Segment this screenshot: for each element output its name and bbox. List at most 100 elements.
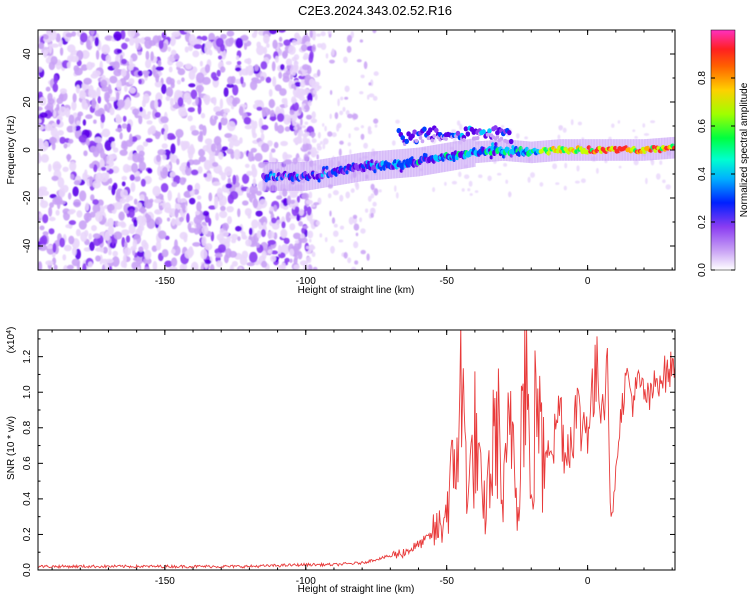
heatmap-cell bbox=[218, 244, 226, 253]
y-tick-label: 1.2 bbox=[22, 349, 33, 363]
heatmap-cell bbox=[107, 217, 114, 228]
heatmap-cell bbox=[171, 218, 176, 227]
snr-series-line bbox=[38, 330, 675, 570]
heatmap-cell bbox=[155, 66, 164, 71]
heatmap-cell bbox=[49, 202, 54, 208]
heatmap-cell bbox=[129, 174, 135, 181]
heatmap-cell bbox=[169, 135, 176, 140]
heatmap-cell bbox=[278, 30, 286, 33]
heatmap-cell bbox=[177, 97, 184, 107]
heatmap-cell bbox=[296, 195, 300, 203]
heatmap-cell bbox=[104, 172, 110, 180]
heatmap-cell bbox=[168, 66, 173, 73]
heatmap-cell bbox=[289, 109, 295, 116]
heatmap-cell bbox=[86, 39, 91, 50]
heatmap-cell bbox=[44, 123, 53, 132]
colorbar-ticks: 0.0 0.2 0.4 0.6 0.8 bbox=[697, 71, 735, 277]
heatmap-cell bbox=[218, 169, 223, 176]
heatmap-cell bbox=[105, 154, 114, 165]
heatmap-cell bbox=[158, 230, 167, 240]
heatmap-cell bbox=[283, 114, 291, 125]
heatmap-cell bbox=[349, 149, 352, 155]
heatmap-cell bbox=[66, 264, 74, 270]
heatmap-cell bbox=[265, 76, 272, 83]
heatmap-cell bbox=[245, 239, 252, 247]
heatmap-cell bbox=[95, 211, 103, 223]
heatmap-cell bbox=[125, 235, 131, 243]
heatmap-cell bbox=[213, 96, 217, 106]
heatmap-cell bbox=[308, 238, 312, 243]
heatmap-cell bbox=[52, 110, 57, 118]
heatmap-cell bbox=[156, 154, 161, 163]
heatmap-cell bbox=[127, 30, 136, 38]
heatmap-cell bbox=[83, 212, 92, 222]
x-tick-label: 0 bbox=[585, 276, 591, 287]
heatmap-cell bbox=[331, 132, 337, 138]
heatmap-cell bbox=[327, 131, 333, 137]
heatmap-cell bbox=[121, 181, 126, 187]
heatmap-cell bbox=[267, 140, 273, 147]
snr-scale-label: (x104) bbox=[6, 327, 18, 354]
heatmap-cell bbox=[72, 124, 76, 134]
heatmap-cell bbox=[113, 182, 118, 190]
snr-plot-area bbox=[38, 330, 675, 570]
heatmap-cell bbox=[293, 60, 299, 66]
heatmap-cell bbox=[119, 149, 128, 156]
heatmap-cell bbox=[161, 143, 168, 149]
heatmap-cell bbox=[306, 143, 312, 150]
heatmap-cell bbox=[67, 210, 75, 215]
heatmap-cell bbox=[260, 133, 265, 141]
heatmap-cell bbox=[313, 202, 320, 206]
heatmap-cell bbox=[671, 145, 675, 151]
heatmap-cell bbox=[394, 185, 397, 192]
heatmap-cell bbox=[338, 239, 344, 243]
heatmap-cell bbox=[499, 136, 504, 141]
heatmap-cell bbox=[179, 216, 184, 223]
heatmap-cell bbox=[254, 64, 259, 72]
heatmap-cell bbox=[73, 180, 81, 186]
heatmap-cell bbox=[232, 84, 239, 96]
heatmap-cell bbox=[75, 55, 79, 63]
heatmap-cell bbox=[239, 255, 248, 266]
heatmap-cell bbox=[200, 112, 206, 119]
heatmap-cell bbox=[89, 163, 94, 169]
heatmap-cell bbox=[227, 177, 231, 185]
heatmap-cell bbox=[110, 141, 116, 150]
heatmap-cell bbox=[85, 138, 90, 146]
heatmap-cell bbox=[150, 51, 154, 62]
heatmap-cell bbox=[176, 91, 183, 97]
heatmap-cell bbox=[63, 143, 68, 149]
heatmap-cell bbox=[171, 181, 178, 187]
heatmap-cell bbox=[152, 64, 156, 76]
heatmap-cell bbox=[227, 76, 234, 85]
heatmap-cell bbox=[237, 208, 241, 218]
heatmap-cell bbox=[42, 231, 49, 236]
heatmap-cell bbox=[347, 34, 352, 43]
heatmap-cell bbox=[363, 61, 368, 70]
heatmap-cell bbox=[101, 264, 106, 270]
heatmap-cell bbox=[200, 249, 208, 260]
heatmap-cell bbox=[283, 39, 291, 46]
heatmap-cell bbox=[133, 219, 138, 227]
heatmap-cell bbox=[650, 120, 656, 124]
heatmap-cell bbox=[564, 162, 568, 169]
heatmap-cell bbox=[204, 259, 212, 265]
heatmap-cell bbox=[276, 195, 283, 200]
heatmap-cell bbox=[51, 175, 59, 181]
heatmap-cell bbox=[202, 94, 211, 103]
heatmap-cell bbox=[359, 91, 364, 95]
heatmap-cell bbox=[121, 123, 128, 129]
heatmap-cell bbox=[216, 142, 222, 152]
snr-frame bbox=[37, 329, 676, 571]
heatmap-cell bbox=[232, 139, 241, 147]
heatmap-cell bbox=[71, 258, 81, 267]
heatmap-cell bbox=[93, 119, 97, 124]
heatmap-cell bbox=[301, 88, 311, 96]
heatmap-cell bbox=[184, 46, 189, 53]
heatmap-cell bbox=[208, 192, 213, 202]
heatmap-cell bbox=[191, 129, 200, 136]
heatmap-cell bbox=[258, 218, 266, 223]
heatmap-cell bbox=[221, 146, 229, 151]
